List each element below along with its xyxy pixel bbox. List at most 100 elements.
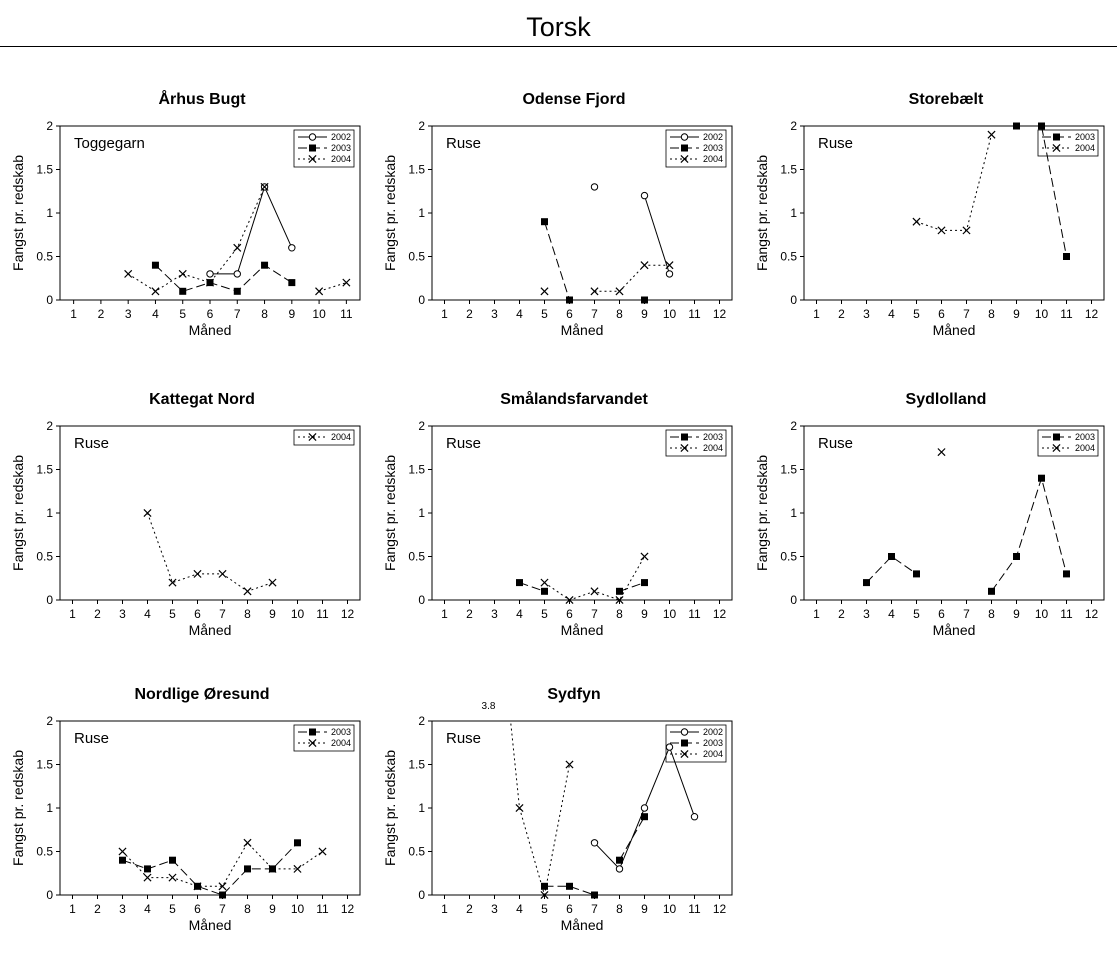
x-tick-label: 11	[688, 307, 701, 321]
x-tick-label: 8	[616, 307, 623, 321]
x-tick-label: 3	[491, 607, 498, 621]
series-line-2003	[866, 555, 917, 583]
data-point-2004	[937, 226, 946, 235]
legend-marker-2003	[681, 433, 688, 441]
series-2003	[1013, 122, 1070, 260]
legend-marker-2004	[1052, 443, 1061, 453]
legend-marker-2002	[308, 133, 317, 141]
y-axis-label: Fangst pr. redskab	[382, 155, 398, 271]
series-line-2004	[594, 264, 670, 292]
y-tick-label: 1.5	[36, 758, 53, 772]
x-tick-label: 6	[566, 307, 573, 321]
y-tick-label: 0	[46, 888, 53, 902]
y-tick-label: 1	[418, 206, 425, 220]
x-tick-label: 3	[491, 902, 498, 916]
data-point-2003	[1038, 122, 1045, 130]
y-tick-label: 1	[418, 506, 425, 520]
y-tick-label: 2	[418, 119, 425, 133]
plot-frame	[59, 425, 361, 601]
chart-title: Kattegat Nord	[149, 391, 255, 408]
x-axis-label: Måned	[933, 622, 976, 638]
series-line-2002	[644, 195, 670, 275]
x-tick-label: 8	[244, 902, 251, 916]
y-tick-label: 0	[46, 593, 53, 607]
legend-marker-2004	[680, 154, 689, 164]
x-tick-label: 1	[441, 307, 448, 321]
y-tick-label: 0.5	[408, 550, 425, 564]
y-tick-label: 1	[46, 206, 53, 220]
chart-title: Nordlige Øresund	[134, 686, 269, 703]
data-point-2003	[151, 261, 159, 269]
series-line-2004	[127, 186, 266, 292]
series-2003	[541, 218, 648, 304]
data-point-2003	[294, 839, 301, 847]
legend-marker-2003	[1053, 433, 1060, 441]
data-point-2003	[566, 296, 573, 304]
series-line-2004	[147, 512, 273, 592]
data-point-2004	[243, 838, 252, 847]
x-tick-label: 12	[1085, 607, 1099, 621]
data-point-2003	[888, 553, 895, 560]
chart-panel-storebaelt: Storebælt 0 0.5 1 1.5 2 1 2 3 4 5 6 7 8 9 10 11 12 Måned Fa…	[744, 80, 1116, 380]
data-point-2003	[641, 579, 648, 587]
x-tick-label: 12	[1085, 307, 1099, 321]
series-line-2003	[519, 582, 545, 592]
x-tick-label: 5	[169, 607, 176, 621]
y-tick-label: 0	[46, 293, 53, 307]
x-tick-label: 2	[466, 307, 473, 321]
data-point-2004	[233, 243, 242, 252]
data-point-2003	[1063, 253, 1070, 260]
data-point-2004	[615, 595, 624, 605]
data-point-2003	[541, 882, 548, 890]
y-tick-label: 0	[790, 293, 797, 307]
x-tick-label: 9	[641, 902, 648, 916]
y-tick-label: 0	[418, 293, 425, 307]
data-point-2002	[288, 244, 296, 252]
data-point-2002	[590, 839, 599, 847]
series-line-2004	[122, 841, 323, 887]
data-point-2004	[193, 882, 202, 891]
chart-title: Odense Fjord	[522, 91, 625, 108]
y-axis-label: Fangst pr. redskab	[10, 750, 26, 866]
legend-label-2003: 2003	[703, 432, 723, 442]
series-line-2004	[318, 282, 347, 292]
data-point-2004	[293, 864, 302, 873]
y-tick-label: 1.5	[36, 163, 53, 177]
data-point-2004	[243, 587, 252, 596]
x-tick-label: 10	[1035, 607, 1049, 621]
x-tick-label: 2	[466, 902, 473, 916]
series-2004	[912, 130, 996, 235]
x-tick-label: 10	[291, 607, 305, 621]
y-tick-label: 1.5	[408, 163, 425, 177]
data-point-2003	[988, 587, 995, 595]
data-point-2003	[169, 856, 176, 864]
x-tick-label: 9	[1013, 607, 1020, 621]
data-point-2004	[218, 569, 227, 578]
data-point-2004	[178, 269, 187, 278]
x-tick-label: 8	[616, 607, 623, 621]
x-tick-label: 3	[119, 902, 126, 916]
data-point-2004	[268, 864, 277, 873]
legend-marker-2004	[308, 154, 317, 164]
series-line-2003	[122, 842, 298, 896]
data-point-2002	[590, 183, 599, 191]
data-point-2004	[937, 448, 946, 457]
data-point-2004	[590, 287, 599, 296]
series-2003	[516, 579, 648, 595]
data-point-2003	[119, 856, 126, 864]
legend-label-2002: 2002	[331, 132, 351, 142]
title-divider	[0, 46, 1117, 47]
x-tick-label: 2	[466, 607, 473, 621]
data-point-2004	[143, 508, 152, 518]
legend-marker-2004	[308, 738, 317, 748]
x-tick-label: 7	[591, 902, 598, 916]
data-point-2003	[244, 865, 251, 873]
chart-title: Sydlolland	[906, 391, 987, 408]
x-tick-label: 12	[341, 902, 355, 916]
x-tick-label: 8	[988, 307, 995, 321]
x-axis-label: Måned	[561, 622, 604, 638]
legend-label-2003: 2003	[331, 727, 351, 737]
legend-box	[293, 724, 355, 752]
x-tick-label: 4	[888, 607, 895, 621]
x-tick-label: 5	[169, 902, 176, 916]
